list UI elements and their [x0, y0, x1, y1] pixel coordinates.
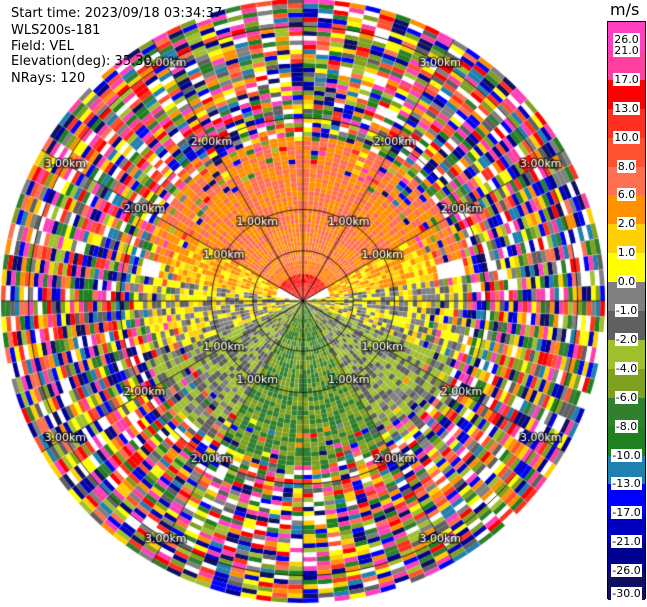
start-time-label: Start time: 2023/09/18 03:34:37	[11, 6, 223, 21]
colorbar-tick-label: 2.0	[616, 217, 637, 231]
colorbar-tick-label: 17.0	[613, 72, 640, 86]
colorbar-tick-label: -10.0	[611, 448, 642, 462]
colorbar-tick-label: 6.0	[616, 188, 637, 202]
colorbar-tick-label: -4.0	[614, 361, 639, 375]
colorbar-tick-label: 10.0	[613, 130, 640, 144]
colorbar-tick-label: 21.0	[613, 43, 640, 57]
colorbar-tick-label: -17.0	[611, 506, 642, 520]
colorbar-tick-label: -13.0	[611, 477, 642, 491]
instrument-label: WLS200s-181	[11, 23, 101, 38]
colorbar-tick-label: -1.0	[614, 304, 639, 317]
colorbar-tick-label: 13.0	[613, 101, 640, 115]
nrays-label: NRays: 120	[11, 71, 86, 86]
elevation-label: Elevation(deg): 35.30	[11, 54, 152, 69]
colorbar-tick-label: 1.0	[616, 246, 637, 260]
colorbar-tick-label: -6.0	[614, 390, 639, 404]
colorbar-tick-label: 26.0	[613, 33, 640, 46]
colorbar-tick-label: -8.0	[614, 419, 639, 433]
colorbar-tick-label: -2.0	[614, 332, 639, 346]
colorbar-tick-label: -21.0	[611, 535, 642, 549]
colorbar-unit: m/s	[610, 0, 640, 19]
colorbar-tick-label: -26.0	[611, 564, 642, 578]
colorbar-tick-label: 8.0	[616, 159, 637, 173]
colorbar-tick-label: -30.0	[611, 587, 642, 600]
colorbar: 26.0 21.0 17.0 13.0 10.0 8.0 6.0 2.0 1.0 0.0 -1.0 -…	[607, 21, 646, 601]
field-label: Field: VEL	[11, 39, 74, 54]
colorbar-tick-label: 0.0	[616, 275, 637, 289]
